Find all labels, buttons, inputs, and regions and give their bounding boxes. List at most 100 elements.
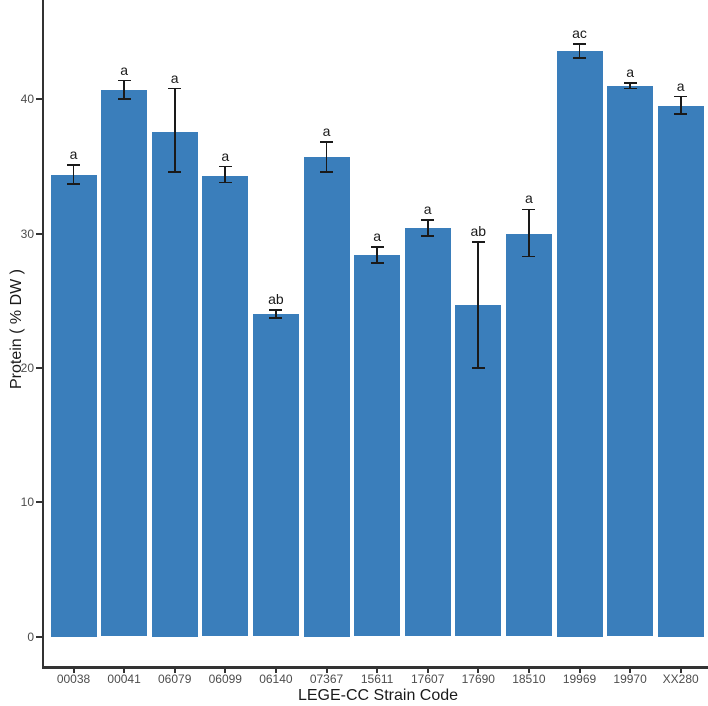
bar (657, 106, 704, 637)
x-axis-title: LEGE-CC Strain Code (297, 687, 459, 704)
error-bar-whisker (477, 241, 480, 368)
significance-label: a (69, 146, 78, 163)
x-tick (224, 668, 227, 673)
x-tick-label: XX280 (662, 671, 699, 686)
error-bar-whisker (325, 142, 328, 172)
x-tick-label: 19969 (562, 671, 597, 686)
error-bar-whisker (376, 247, 378, 264)
error-bar-cap (623, 87, 637, 90)
x-tick-label: 00041 (107, 671, 141, 686)
x-tick (173, 668, 176, 673)
x-tick (578, 668, 581, 673)
error-bar-cap (471, 367, 485, 369)
error-bar-whisker (275, 310, 277, 319)
x-tick-label: 18510 (512, 671, 546, 686)
x-tick (527, 668, 530, 673)
significance-label: a (120, 61, 128, 78)
significance-label: a (524, 190, 533, 207)
error-bar-cap (522, 208, 536, 211)
significance-label: a (221, 147, 230, 164)
error-bar-cap (573, 56, 586, 59)
significance-label: a (322, 123, 331, 140)
error-bar-whisker (224, 166, 227, 183)
error-bar-cap (67, 164, 80, 166)
error-bar-whisker (426, 220, 429, 237)
x-tick (274, 668, 277, 673)
error-bar-cap (370, 262, 384, 264)
error-bar-whisker (173, 88, 176, 172)
significance-label: ab (268, 291, 284, 308)
x-tick-label: 19970 (613, 671, 647, 686)
x-tick-label: 06079 (158, 671, 192, 686)
error-bar-cap (573, 43, 586, 46)
x-tick (376, 668, 379, 673)
error-bar-cap (67, 183, 80, 185)
y-tick-label: 0 (27, 629, 34, 644)
error-bar-cap (320, 170, 333, 173)
error-bar-whisker (72, 165, 75, 184)
x-tick-label: 15611 (360, 671, 394, 686)
error-bar-cap (623, 82, 637, 85)
y-tick (36, 98, 42, 101)
bar (252, 314, 299, 637)
significance-label: a (423, 201, 432, 218)
bar (101, 89, 148, 637)
error-bar-cap (320, 141, 333, 144)
bar (202, 175, 249, 637)
significance-label: a (676, 77, 685, 94)
error-bar-cap (218, 165, 232, 168)
error-bar-cap (117, 79, 131, 82)
y-tick (36, 635, 42, 638)
error-bar-cap (168, 170, 182, 173)
error-bar-cap (269, 317, 283, 320)
error-bar-cap (117, 98, 131, 101)
significance-label: ac (572, 25, 587, 42)
error-bar-whisker (528, 209, 530, 257)
error-bar-cap (168, 87, 182, 90)
error-bar-cap (471, 240, 485, 243)
bar (151, 131, 198, 637)
x-tick-label: 17607 (411, 671, 445, 686)
error-bar-cap (218, 181, 232, 184)
significance-label: a (170, 69, 179, 86)
error-bar-cap (674, 95, 688, 98)
x-tick-label: 00038 (56, 671, 91, 686)
error-bar-cap (370, 246, 384, 248)
bar (505, 233, 552, 637)
y-tick (36, 501, 42, 504)
error-bar-cap (421, 235, 435, 238)
x-tick (477, 668, 480, 673)
error-bar-whisker (578, 44, 581, 58)
x-tick-label: 17690 (461, 671, 495, 686)
error-bar-whisker (629, 83, 631, 89)
y-axis-line (41, 0, 44, 669)
x-tick-label: 07367 (309, 671, 344, 686)
y-tick-label: 20 (20, 360, 34, 375)
significance-label: a (626, 64, 634, 81)
error-bar-whisker (123, 80, 125, 100)
x-tick (123, 668, 126, 673)
x-tick (629, 668, 632, 673)
error-bar-whisker (679, 96, 682, 115)
x-tick (679, 668, 682, 673)
x-tick (72, 668, 75, 673)
x-axis-line (41, 666, 708, 669)
error-bar-cap (522, 255, 536, 258)
x-tick (325, 668, 328, 673)
y-tick-label: 10 (20, 495, 34, 510)
bar (607, 85, 654, 637)
error-bar-cap (269, 309, 283, 312)
y-tick-label: 40 (20, 92, 34, 107)
bar (556, 51, 603, 637)
y-tick-label: 30 (20, 226, 34, 241)
x-tick-label: 06140 (259, 671, 293, 686)
significance-label: a (373, 228, 381, 244)
significance-label: ab (470, 222, 487, 239)
x-tick-label: 06099 (208, 671, 242, 686)
bar (303, 157, 350, 637)
bar (50, 174, 97, 637)
bar (354, 255, 401, 637)
error-bar-cap (421, 219, 435, 222)
x-tick (426, 668, 429, 673)
